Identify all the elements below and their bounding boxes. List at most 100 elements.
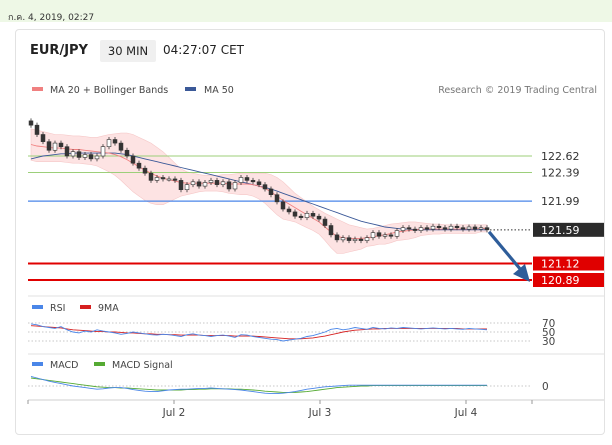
level-tag-bg-121.12 (533, 256, 604, 271)
legend-swatch-macd (32, 362, 43, 366)
candle (70, 149, 76, 159)
candle (256, 179, 262, 188)
candle (316, 213, 322, 222)
level-tag-bg-120.89 (533, 273, 604, 287)
candle (130, 153, 136, 166)
level-tags: 122.62 122.39 121.99 121.59 121.12 120.89 (533, 150, 604, 287)
candle (112, 137, 118, 146)
level-tag-bg-121.59 (533, 222, 604, 237)
level-label-122.39: 122.39 (541, 166, 580, 179)
candle (442, 225, 448, 232)
candle (448, 223, 454, 232)
x-tick-label-1: Jul 3 (308, 407, 332, 419)
candle (94, 153, 100, 162)
legend-label-macd-signal: MACD Signal (112, 360, 173, 371)
time-label: 04:27:07 CET (163, 43, 244, 57)
candle (424, 225, 430, 232)
chart-frame (15, 29, 605, 435)
bollinger-bands (30, 128, 488, 254)
rsi-line (30, 323, 488, 342)
bollinger-band-area (30, 128, 488, 254)
candle (466, 224, 472, 232)
x-tick-label-0: Jul 2 (162, 407, 186, 419)
forecast-arrow (487, 230, 530, 282)
candle (154, 174, 160, 183)
candle (214, 177, 220, 188)
candle (460, 225, 466, 232)
legend-swatch-rsi (32, 305, 43, 309)
candle (262, 182, 268, 192)
candle (40, 131, 46, 145)
candle (412, 226, 418, 234)
candle (436, 223, 442, 231)
candle (358, 236, 364, 244)
candle (328, 223, 334, 238)
macd-line (30, 375, 487, 395)
candle (196, 179, 202, 189)
candle (292, 209, 298, 219)
candle (334, 232, 340, 243)
candle (478, 225, 484, 232)
candle (430, 223, 436, 232)
candle (226, 179, 232, 192)
candle (88, 152, 94, 162)
candle (376, 230, 382, 239)
legend-swatch-ma50 (185, 87, 196, 91)
candle (46, 139, 52, 153)
rsi-tick-50: 50 (542, 327, 555, 339)
macd-panel: 0 (28, 375, 549, 395)
candle (250, 177, 256, 185)
date-banner: ก.ค. 4, 2019, 02:27 (0, 0, 612, 23)
candle (382, 232, 388, 239)
candle (184, 182, 190, 193)
candle (106, 137, 112, 150)
candle (322, 216, 328, 229)
candle (28, 118, 34, 128)
candle (232, 180, 238, 192)
candle (166, 176, 172, 182)
candle (400, 225, 406, 234)
candle (244, 174, 250, 183)
candle (286, 206, 292, 215)
candle (160, 174, 166, 182)
candle (142, 165, 148, 176)
candle (298, 213, 304, 221)
candle (52, 140, 58, 153)
legend-swatch-macd-signal (94, 362, 105, 366)
level-label-120.89: 120.89 (541, 274, 580, 287)
candle (370, 230, 376, 241)
candle (454, 223, 460, 231)
legend-swatch-rsi-ma (80, 305, 91, 309)
legend-swatch-ma20 (32, 87, 43, 91)
candles (28, 118, 490, 244)
candle (202, 180, 208, 189)
rsi-tick-30: 30 (542, 336, 555, 348)
candle (268, 186, 274, 198)
candle (58, 140, 64, 150)
candle (172, 176, 178, 183)
timeframe-button[interactable]: 30 MIN (100, 40, 156, 62)
candle (118, 140, 124, 153)
candle (472, 224, 478, 232)
forecast-arrow-shaft (487, 230, 523, 272)
candle (274, 192, 280, 205)
rsi-tick-70: 70 (542, 318, 555, 330)
symbol-label: EUR/JPY (30, 43, 88, 58)
candle (418, 225, 424, 234)
x-axis-ticks: Jul 2 Jul 3 Jul 4 (27, 400, 533, 419)
candle (76, 149, 82, 160)
candle (406, 225, 412, 232)
candle (34, 122, 40, 138)
x-tick-label-2: Jul 4 (454, 407, 478, 419)
candle (64, 144, 70, 159)
forecast-arrow-head (513, 264, 530, 282)
candle (208, 177, 214, 186)
candle (280, 199, 286, 212)
candle (190, 179, 196, 188)
candle (340, 235, 346, 243)
candle (124, 147, 130, 159)
price-levels (28, 155, 532, 281)
candle (310, 210, 316, 219)
